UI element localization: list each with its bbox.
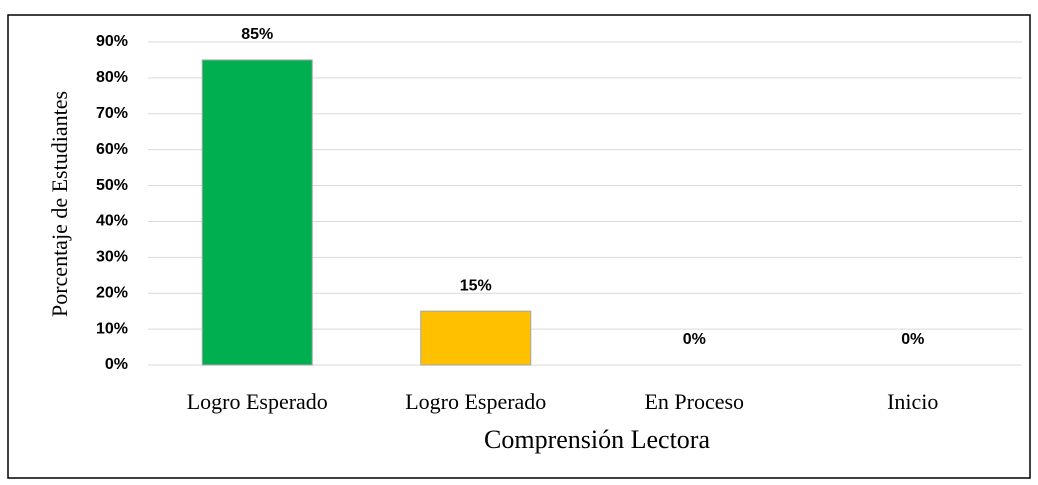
y-tick-label: 60% [96, 141, 128, 158]
bar [201, 59, 313, 366]
y-tick-label: 70% [96, 105, 128, 122]
x-tick-label: Logro Esperado [405, 389, 546, 414]
y-tick-label: 30% [96, 249, 128, 266]
y-tick-label: 50% [96, 177, 128, 194]
y-tick-label: 0% [105, 356, 128, 373]
bar [420, 310, 532, 366]
data-label: 0% [683, 331, 706, 348]
chart-frame [7, 14, 1031, 479]
data-label: 85% [241, 26, 273, 43]
x-axis-title: Comprensión Lectora [484, 425, 710, 454]
y-tick-label: 40% [96, 213, 128, 230]
x-tick-label: Inicio [887, 389, 938, 414]
y-tick-label: 20% [96, 284, 128, 301]
y-axis-title: Porcentaje de Estudiantes [47, 91, 72, 317]
x-tick-label: En Proceso [644, 389, 744, 414]
y-tick-label: 10% [96, 320, 128, 337]
y-tick-label: 90% [96, 33, 128, 50]
x-tick-label: Logro Esperado [187, 389, 328, 414]
data-label: 15% [460, 277, 492, 294]
data-label: 0% [901, 331, 924, 348]
y-tick-label: 80% [96, 69, 128, 86]
